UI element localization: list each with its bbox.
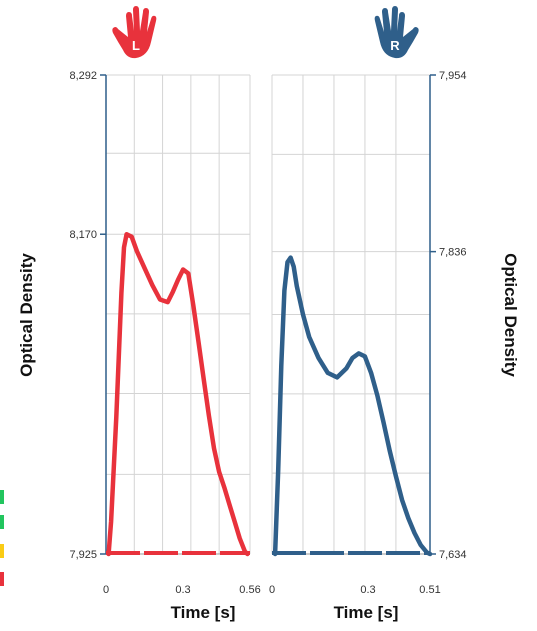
right-series-line [272, 255, 433, 557]
right-x-tick-label-2: 0.51 [419, 584, 440, 596]
legend-indicator-red [0, 572, 4, 586]
left-y-tick-label-1: 8,170 [69, 229, 97, 241]
left-hand-shape [112, 6, 157, 59]
right-x-tick-label-1: 0.3 [360, 584, 375, 596]
right-panel: 7,954 7,836 7,634 0 0.3 0.51 Time [s] Optical D… [269, 6, 520, 622]
legend-indicator-yellow [0, 544, 4, 558]
left-x-tick-label-0: 0 [103, 584, 109, 596]
left-y-tick-label-2: 7,925 [69, 549, 97, 561]
legend-indicator-green-2 [0, 515, 4, 529]
left-x-tick-label-1: 0.3 [175, 584, 190, 596]
right-x-axis-title: Time [s] [334, 603, 399, 622]
left-hand-icon [112, 6, 157, 59]
left-series-line [106, 231, 250, 557]
right-y-tick-label-0: 7,954 [439, 70, 467, 82]
right-y-tick-label-1: 7,836 [439, 247, 467, 259]
legend-indicator-green-1 [0, 490, 4, 504]
right-hand-letter: R [390, 38, 400, 53]
left-hand-letter: L [132, 38, 140, 53]
right-y-tick-label-2: 7,634 [439, 549, 467, 561]
left-y-tick-label-0: 8,292 [69, 70, 97, 82]
right-x-tick-label-0: 0 [269, 584, 275, 596]
left-x-axis-title: Time [s] [171, 603, 236, 622]
right-y-axis-title: Optical Density [501, 253, 520, 377]
left-x-tick-label-2: 0.56 [239, 584, 260, 596]
right-hand-icon [374, 6, 419, 59]
right-hand-shape [374, 6, 419, 59]
left-y-axis-title: Optical Density [17, 253, 36, 377]
